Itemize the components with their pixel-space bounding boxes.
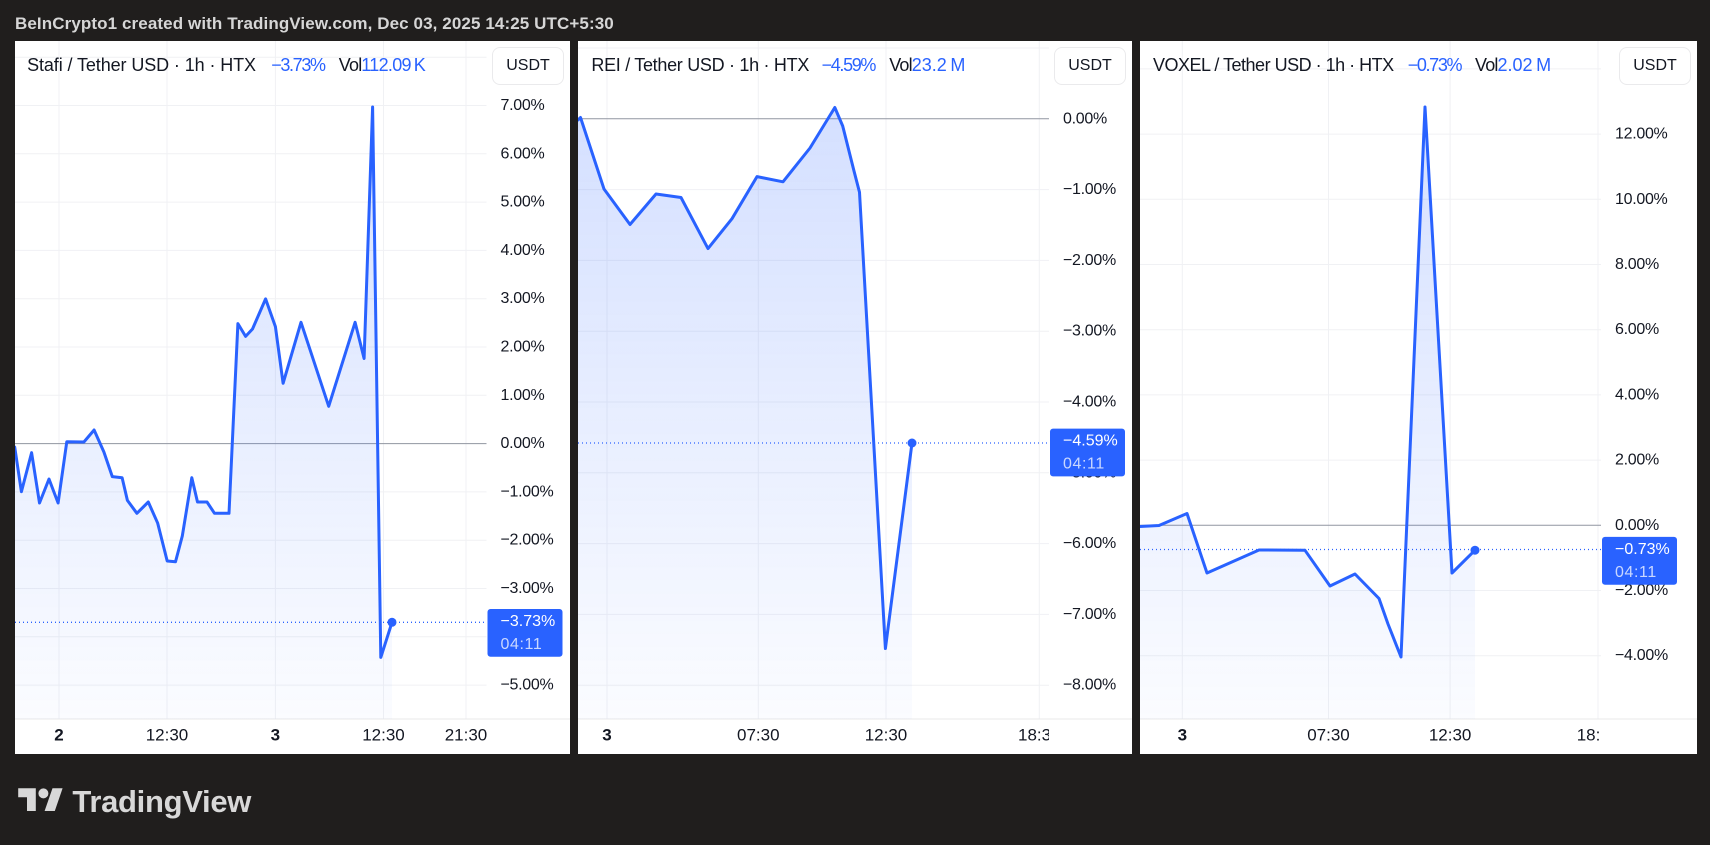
svg-text:Vol: Vol — [339, 55, 362, 75]
svg-text:Vol: Vol — [1475, 55, 1498, 75]
svg-text:3: 3 — [1178, 725, 1187, 744]
svg-text:12:30: 12:30 — [362, 725, 405, 744]
svg-text:−0.73%: −0.73% — [1408, 55, 1463, 75]
svg-text:−6.00%: −6.00% — [1063, 535, 1116, 552]
svg-text:2: 2 — [54, 725, 63, 744]
svg-text:−3.73%: −3.73% — [501, 613, 556, 630]
svg-text:12:30: 12:30 — [146, 725, 189, 744]
svg-text:10.00%: 10.00% — [1615, 191, 1668, 208]
svg-text:12.00%: 12.00% — [1615, 126, 1668, 143]
svg-text:−4.00%: −4.00% — [1615, 647, 1668, 664]
svg-text:REI / Tether USD · 1h · HTX: REI / Tether USD · 1h · HTX — [591, 55, 809, 75]
svg-text:VOXEL / Tether USD · 1h · HTX: VOXEL / Tether USD · 1h · HTX — [1153, 55, 1394, 75]
svg-text:112.09 K: 112.09 K — [361, 55, 425, 75]
svg-text:2.00%: 2.00% — [501, 339, 545, 356]
svg-text:−3.73%: −3.73% — [271, 55, 326, 75]
svg-text:−1.00%: −1.00% — [1063, 181, 1116, 198]
svg-text:2.02 M: 2.02 M — [1498, 55, 1552, 75]
svg-text:−0.73%: −0.73% — [1615, 541, 1670, 558]
svg-text:07:30: 07:30 — [737, 725, 780, 744]
svg-text:−2.00%: −2.00% — [1615, 582, 1668, 599]
svg-text:3: 3 — [271, 725, 280, 744]
svg-text:12:30: 12:30 — [1429, 725, 1472, 744]
svg-text:−2.00%: −2.00% — [1063, 252, 1116, 269]
svg-text:TradingView: TradingView — [72, 784, 252, 819]
svg-text:0.00%: 0.00% — [1615, 517, 1659, 534]
svg-text:04:11: 04:11 — [1063, 456, 1105, 473]
svg-text:−5.00%: −5.00% — [501, 677, 554, 694]
svg-text:12:30: 12:30 — [865, 725, 908, 744]
svg-text:18:30: 18:30 — [1018, 725, 1061, 744]
svg-text:3.00%: 3.00% — [501, 290, 545, 307]
svg-text:Vol: Vol — [889, 55, 912, 75]
svg-text:07:30: 07:30 — [1307, 725, 1350, 744]
svg-text:−4.00%: −4.00% — [1063, 394, 1116, 411]
svg-text:−3.00%: −3.00% — [1063, 323, 1116, 340]
svg-text:4.00%: 4.00% — [501, 242, 545, 259]
svg-text:3: 3 — [602, 725, 611, 744]
svg-text:6.00%: 6.00% — [1615, 321, 1659, 338]
svg-text:1.00%: 1.00% — [501, 387, 545, 404]
svg-text:8.00%: 8.00% — [1615, 256, 1659, 273]
svg-text:−4.59%: −4.59% — [1063, 433, 1118, 450]
svg-text:−7.00%: −7.00% — [1063, 606, 1116, 623]
svg-text:6.00%: 6.00% — [501, 145, 545, 162]
svg-text:18:30: 18:30 — [1577, 725, 1620, 744]
svg-text:−4.59%: −4.59% — [822, 55, 877, 75]
svg-text:Stafi / Tether USD · 1h · HTX: Stafi / Tether USD · 1h · HTX — [27, 55, 256, 75]
svg-text:−8.00%: −8.00% — [1063, 677, 1116, 694]
svg-text:04:11: 04:11 — [1615, 564, 1657, 581]
svg-text:4.00%: 4.00% — [1615, 386, 1659, 403]
svg-text:0.00%: 0.00% — [501, 435, 545, 452]
svg-text:04:11: 04:11 — [501, 636, 543, 653]
svg-text:−3.00%: −3.00% — [501, 580, 554, 597]
svg-text:7.00%: 7.00% — [501, 97, 545, 114]
svg-text:5.00%: 5.00% — [501, 194, 545, 211]
svg-text:−2.00%: −2.00% — [501, 532, 554, 549]
svg-text:2.00%: 2.00% — [1615, 452, 1659, 469]
svg-text:23.2 M: 23.2 M — [912, 55, 966, 75]
svg-text:0.00%: 0.00% — [1063, 110, 1107, 127]
svg-text:21:30: 21:30 — [445, 725, 488, 744]
svg-text:−1.00%: −1.00% — [501, 483, 554, 500]
